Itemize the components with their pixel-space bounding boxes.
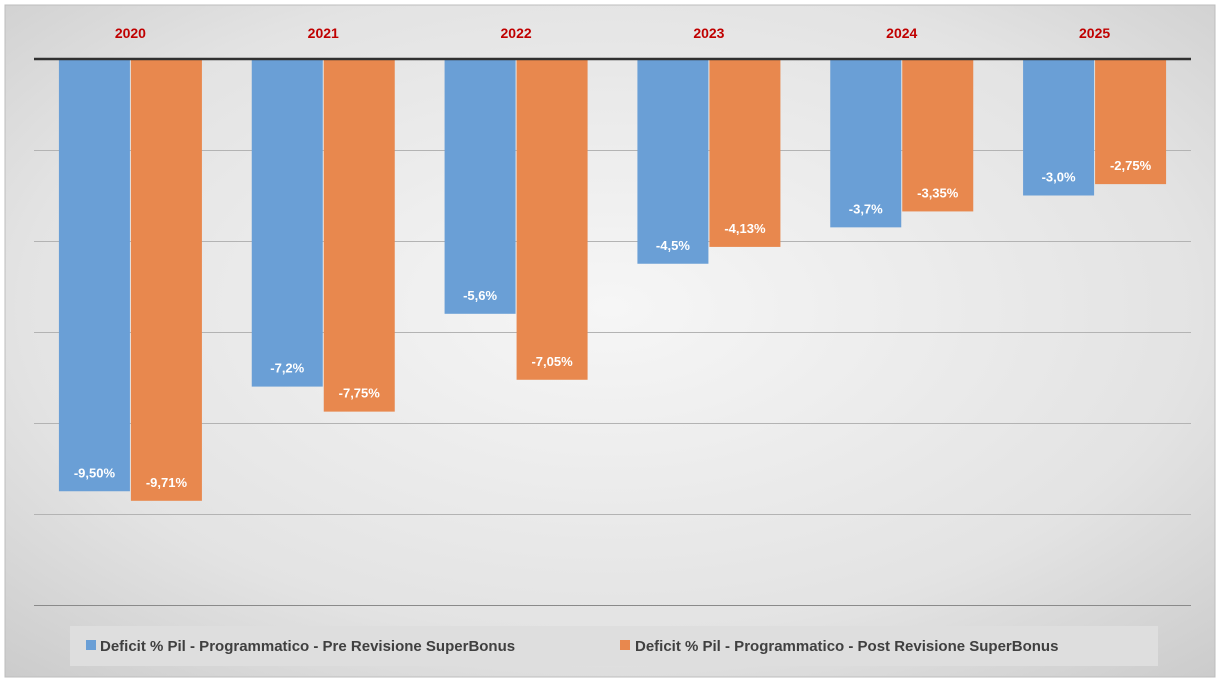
data-label: -9,50% — [74, 465, 116, 480]
legend-label-post: Deficit % Pil - Programmatico - Post Rev… — [635, 638, 1058, 655]
legend-swatch-pre — [86, 640, 96, 650]
bar — [709, 59, 781, 247]
data-label: -3,35% — [917, 185, 959, 200]
data-label: -7,05% — [531, 354, 573, 369]
data-label: -3,7% — [849, 201, 883, 216]
data-label: -5,6% — [463, 288, 497, 303]
gridlines — [34, 150, 1191, 606]
data-label: -7,75% — [339, 386, 381, 401]
bar — [1095, 59, 1167, 185]
chart-background — [4, 4, 1216, 678]
category-label: 2024 — [886, 25, 917, 41]
bar — [516, 59, 588, 380]
bar — [637, 59, 709, 264]
bar — [323, 59, 395, 412]
bar — [251, 59, 323, 387]
bar — [830, 59, 902, 228]
data-label: -2,75% — [1110, 158, 1152, 173]
category-labels: 2020 2021 2022 2023 2024 2025 — [115, 25, 1111, 41]
legend-label-pre: Deficit % Pil - Programmatico - Pre Revi… — [100, 638, 515, 655]
legend-swatch-post — [620, 640, 630, 650]
data-label: -4,5% — [656, 238, 690, 253]
data-label: -4,13% — [724, 221, 766, 236]
data-label: -7,2% — [270, 361, 304, 376]
data-label: -3,0% — [1042, 170, 1076, 185]
category-label: 2021 — [308, 25, 339, 41]
legend-background — [70, 626, 1158, 666]
category-label: 2022 — [501, 25, 532, 41]
category-label: 2020 — [115, 25, 146, 41]
bar — [58, 59, 130, 492]
category-label: 2025 — [1079, 25, 1110, 41]
legend: Deficit % Pil - Programmatico - Pre Revi… — [70, 626, 1158, 666]
bars — [58, 59, 1167, 501]
bar — [902, 59, 974, 212]
bar — [1023, 59, 1095, 196]
data-label: -9,71% — [146, 475, 188, 490]
bar — [444, 59, 516, 314]
bar — [130, 59, 202, 501]
category-label: 2023 — [693, 25, 724, 41]
data-labels: -9,50% -9,71% -7,2% -7,75% -5,6% -7,05% -4,5% -… — [74, 158, 1152, 490]
